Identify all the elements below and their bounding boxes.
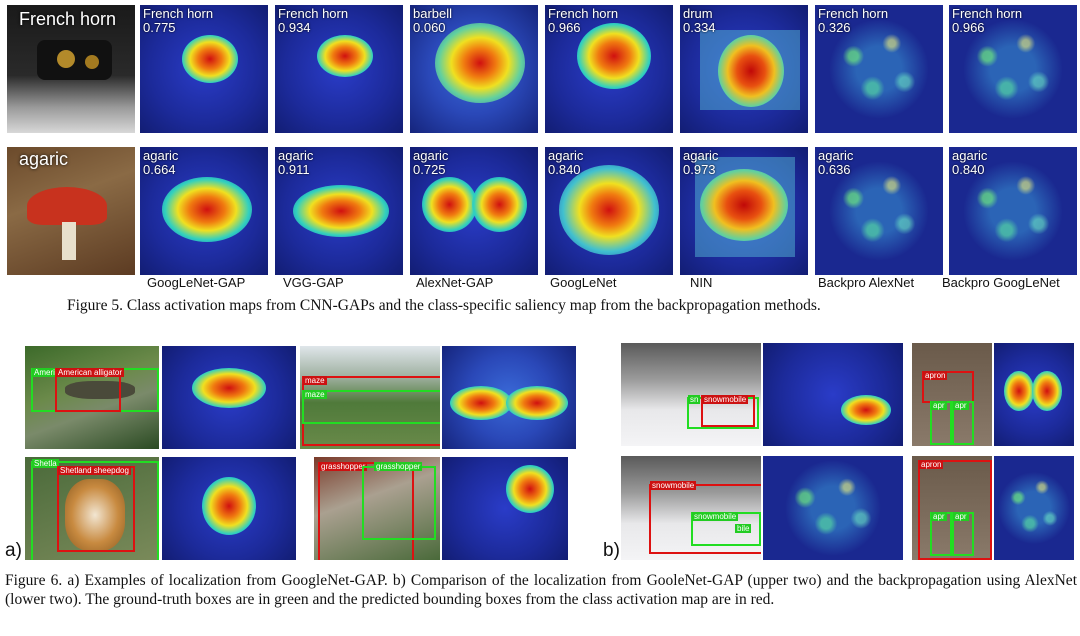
saliency-frenchhorn-backpro-alexnet: French horn 0.326 <box>815 5 943 133</box>
saliency-snowmobile-bottom <box>763 456 903 560</box>
snowmobile-photo-bottom: snowmobile snowmobile bile <box>621 456 761 560</box>
predicted-box <box>918 460 992 560</box>
cam-score: 0.966 <box>548 20 581 35</box>
predicted-box <box>57 466 135 552</box>
method-label: AlexNet-GAP <box>416 275 494 290</box>
method-label: VGG-GAP <box>283 275 344 290</box>
predicted-tag: maze <box>303 376 327 385</box>
ground-truth-tag: apr <box>953 401 969 410</box>
ground-truth-tag: apr <box>931 401 947 410</box>
cam-score: 0.966 <box>952 20 985 35</box>
ground-truth-tag: Ameri <box>32 368 57 377</box>
ground-truth-tag: maze <box>303 390 327 399</box>
predicted-tag: Shetland sheepdog <box>58 466 131 475</box>
cam-score: 0.911 <box>278 162 310 177</box>
cam-class: French horn <box>548 6 619 21</box>
cam-frenchhorn-alexnet-gap: barbell 0.060 <box>410 5 538 133</box>
agaric-photo: agaric <box>7 147 135 275</box>
cam-agaric-nin: agaric 0.973 <box>680 147 808 275</box>
cam-score: 0.334 <box>683 20 716 35</box>
cam-apron-top <box>994 343 1074 446</box>
cam-class: French horn <box>143 6 214 21</box>
cam-class: drum <box>683 6 713 21</box>
method-label: Backpro GoogLeNet <box>942 275 1060 290</box>
cam-grasshopper <box>442 457 568 560</box>
ground-truth-box <box>31 461 159 560</box>
cam-agaric-googlenet-gap: agaric 0.664 <box>140 147 268 275</box>
ground-truth-tag: snowmobile <box>692 512 739 521</box>
sheepdog-photo: Shetla Shetland sheepdog <box>25 457 159 560</box>
ground-truth-tag: bile <box>735 524 752 533</box>
maze-photo: maze maze <box>300 346 440 449</box>
apron-photo-bottom: apron apr apr <box>912 456 992 560</box>
cam-class: agaric <box>818 148 854 163</box>
cam-score: 0.840 <box>952 162 985 177</box>
cam-score: 0.636 <box>818 162 851 177</box>
snowmobile-photo-top: sn snowmobile <box>621 343 761 446</box>
cam-class: agaric <box>413 148 449 163</box>
cam-class: agaric <box>143 148 179 163</box>
ground-truth-tag: grasshopper <box>374 462 423 471</box>
figure-5-caption: Figure 5. Class activation maps from CNN… <box>67 297 821 314</box>
cam-score: 0.775 <box>143 20 176 35</box>
cam-class: agaric <box>278 148 314 163</box>
cam-class: agaric <box>952 148 988 163</box>
cam-class: French horn <box>952 6 1023 21</box>
predicted-tag: snowmobile <box>702 395 749 404</box>
cam-score: 0.934 <box>278 20 311 35</box>
cam-agaric-googlenet: agaric 0.840 <box>545 147 673 275</box>
apron-photo-top: apron apr apr <box>912 343 992 446</box>
cam-agaric-alexnet-gap: agaric 0.725 <box>410 147 538 275</box>
cam-frenchhorn-vgg-gap: French horn 0.934 <box>275 5 403 133</box>
ground-truth-tag: Shetla <box>32 459 59 468</box>
cam-score: 0.840 <box>548 162 581 177</box>
figure-6-caption: Figure 6. a) Examples of localization fr… <box>5 572 1077 608</box>
cam-alligator <box>162 346 296 449</box>
method-label: GoogLeNet <box>550 275 617 290</box>
cam-frenchhorn-nin: drum 0.334 <box>680 5 808 133</box>
cam-snowmobile-top <box>763 343 903 446</box>
cam-score: 0.725 <box>413 162 446 177</box>
grasshopper-photo: grasshopper grasshopper <box>314 457 440 560</box>
cam-class: barbell <box>413 6 453 21</box>
cam-frenchhorn-googlenet-gap: French horn 0.775 <box>140 5 268 133</box>
row-label-agaric: agaric <box>19 149 69 169</box>
predicted-tag: apron <box>919 460 944 469</box>
cam-maze <box>442 346 576 449</box>
panel-a-label: a) <box>5 540 22 561</box>
predicted-tag: grasshopper <box>319 462 368 471</box>
ground-truth-box <box>362 466 436 540</box>
cam-agaric-vgg-gap: agaric 0.911 <box>275 147 403 275</box>
predicted-tag: apron <box>923 371 948 380</box>
cam-score: 0.326 <box>818 20 851 35</box>
ground-truth-tag: sn <box>688 395 701 404</box>
method-label: NIN <box>690 275 713 290</box>
cam-class: agaric <box>683 148 719 163</box>
cam-frenchhorn-googlenet: French horn 0.966 <box>545 5 673 133</box>
cam-class: agaric <box>548 148 584 163</box>
saliency-agaric-backpro-alexnet: agaric 0.636 <box>815 147 943 275</box>
ground-truth-tag: apr <box>931 512 947 521</box>
cam-score: 0.664 <box>143 162 176 177</box>
panel-b-label: b) <box>603 540 620 561</box>
saliency-apron-bottom <box>994 456 1074 560</box>
ground-truth-box <box>302 390 440 424</box>
cam-score: 0.060 <box>413 20 446 35</box>
predicted-tag: American alligator <box>56 368 125 377</box>
cam-score: 0.973 <box>683 162 716 177</box>
saliency-frenchhorn-backpro-googlenet: French horn 0.966 <box>949 5 1077 133</box>
method-label: GoogLeNet-GAP <box>147 275 246 290</box>
alligator-photo: Ameri American alligator <box>25 346 159 449</box>
saliency-agaric-backpro-googlenet: agaric 0.840 <box>949 147 1077 275</box>
ground-truth-tag: apr <box>953 512 969 521</box>
row-label-french-horn: French horn <box>19 9 117 29</box>
predicted-tag: snowmobile <box>650 481 697 490</box>
method-label: Backpro AlexNet <box>818 275 915 290</box>
predicted-box <box>649 484 761 554</box>
cam-class: French horn <box>278 6 349 21</box>
french-horn-photo: French horn <box>7 5 135 133</box>
cam-sheepdog <box>162 457 296 560</box>
cam-class: French horn <box>818 6 889 21</box>
